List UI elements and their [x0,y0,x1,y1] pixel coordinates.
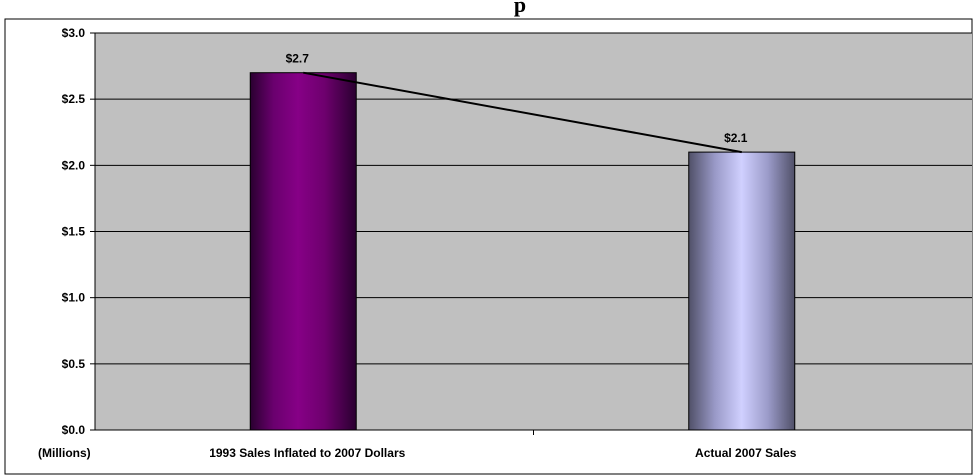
y-tick-label: $1.5 [62,225,86,239]
x-tick-label: Actual 2007 Sales [695,446,797,460]
trend-line-group [303,71,742,154]
gridlines [95,32,972,365]
trend-line [303,71,742,154]
y-axis: $0.0 $0.5 $1.0 $1.5 $2.0 $2.5 $3.0 [62,26,96,437]
bar-2 [688,151,796,431]
data-labels: $2.7 $2.1 [286,52,748,145]
chart-title: p [514,0,526,17]
x-axis: 1993 Sales Inflated to 2007 Dollars Actua… [95,429,972,460]
y-tick-label: $3.0 [62,26,86,40]
data-label: $2.1 [724,131,748,145]
y-tick-label: $1.0 [62,291,86,305]
y-tick-label: $0.0 [62,423,86,437]
data-label: $2.7 [286,52,310,66]
y-tick-label: $0.5 [62,357,86,371]
bar-1 [249,72,357,431]
x-tick-label: 1993 Sales Inflated to 2007 Dollars [209,446,405,460]
y-tick-label: $2.0 [62,158,86,172]
y-axis-unit-label: (Millions) [38,446,91,460]
y-tick-label: $2.5 [62,92,86,106]
bars [249,72,796,431]
